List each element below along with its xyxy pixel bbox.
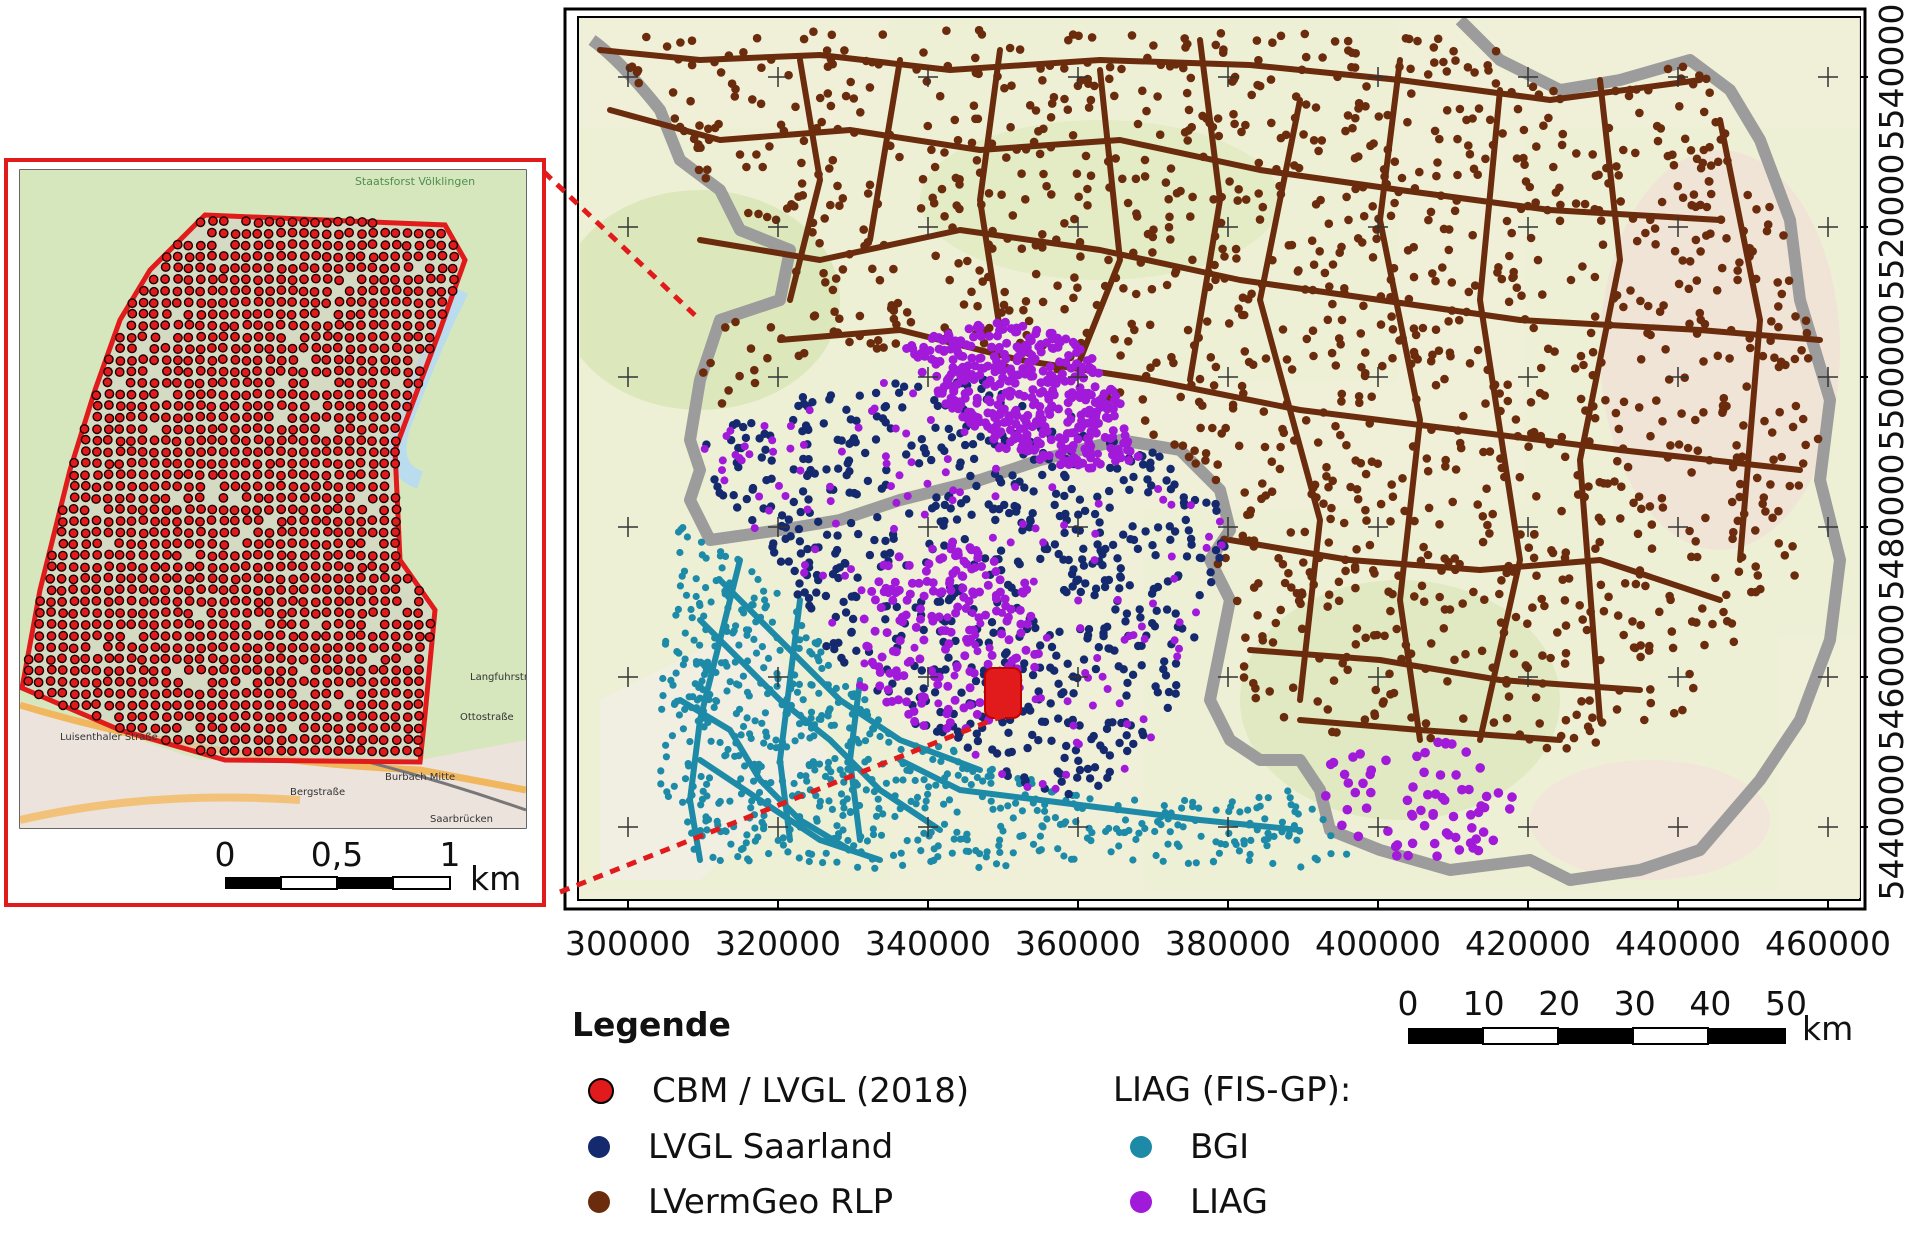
inset-urban-area (20, 700, 526, 828)
legend-group-title: LIAG (FIS-GP): (1113, 1070, 1352, 1110)
legend-title: Legende (572, 1005, 731, 1044)
legend-label-bgi: BGI (1190, 1127, 1250, 1167)
legend-item-bgi: BGI (1130, 1127, 1249, 1167)
legend-item-liag: LIAG (1130, 1182, 1268, 1222)
inset-scale-label-1: 1 (440, 835, 461, 874)
legend-label-cbm: CBM / LVGL (2018) (652, 1071, 970, 1111)
x-tick-label: 320000 (715, 924, 841, 963)
x-tick-label: 300000 (565, 924, 691, 963)
legend-label-lvermgeo: LVermGeo RLP (648, 1182, 894, 1222)
inset-label-staatsforst: Staatsforst Völklingen (355, 175, 475, 188)
inset-label-saarbruecken: Saarbrücken (430, 814, 493, 825)
inset-scale-bar: 0 0,5 1 km (215, 835, 522, 898)
main-scale-unit: km (1802, 1009, 1853, 1048)
inset-map: Staatsforst Völklingen Luisenthaler Stra… (4, 158, 546, 907)
inset-connector-bottom (559, 712, 1006, 895)
inset-road-2 (20, 793, 301, 824)
main-map: 300000 320000 340000 360000 380000 400000 4200… (563, 4, 1911, 963)
inset-scale-label-0: 0 (215, 835, 236, 874)
main-scale-label: 10 (1463, 984, 1505, 1023)
cbm-area-marker (984, 667, 1022, 719)
y-axis-ticks: 5540000552000055000005480000546000054400… (1860, 4, 1911, 901)
main-scale-label: 50 (1765, 984, 1807, 1023)
rlp-lines (597, 37, 1823, 743)
x-tick-label: 380000 (1165, 924, 1291, 963)
liag-points (700, 317, 1517, 861)
inset-label-ottostrasse: Ottostraße (460, 712, 514, 723)
y-tick-label: 5480000 (1872, 454, 1911, 601)
x-tick-label: 360000 (1015, 924, 1141, 963)
main-scale-label: 20 (1538, 984, 1580, 1023)
legend-label-lvgl-saarland: LVGL Saarland (648, 1127, 894, 1167)
x-tick-label: 440000 (1615, 924, 1741, 963)
x-axis-ticks: 300000 320000 340000 360000 380000 400000 4200… (565, 900, 1891, 963)
y-tick-label: 5440000 (1872, 754, 1911, 901)
x-tick-label: 400000 (1315, 924, 1441, 963)
cbm-points (23, 216, 460, 757)
x-tick-label: 420000 (1465, 924, 1591, 963)
y-tick-label: 5500000 (1872, 304, 1911, 451)
inset-label-burbach: Burbach Mitte (385, 772, 455, 783)
legend-item-lvgl-saarland: LVGL Saarland (588, 1127, 893, 1167)
bgi-points (657, 524, 1351, 872)
main-scale-label: 30 (1614, 984, 1656, 1023)
legend-dot-cbm (588, 1078, 614, 1104)
inset-label-langfuhrstr: Langfuhrstr. (470, 672, 530, 683)
y-tick-label: 5520000 (1872, 154, 1911, 301)
state-border (588, 18, 1846, 886)
legend-label-liag: LIAG (1190, 1182, 1268, 1222)
legend-item-cbm: CBM / LVGL (2018) (588, 1071, 969, 1111)
inset-label-luisenthaler: Luisenthaler Straße (60, 732, 158, 743)
legend-item-lvermgeo: LVermGeo RLP (588, 1182, 893, 1222)
y-tick-label: 5460000 (1872, 604, 1911, 751)
legend-dot-lvermgeo (588, 1191, 610, 1213)
inset-scale-label-05: 0,5 (311, 835, 363, 874)
grid-crosses (618, 67, 1838, 837)
x-tick-label: 460000 (1765, 924, 1891, 963)
y-tick-label: 5540000 (1872, 4, 1911, 151)
inset-label-bergstrasse: Bergstraße (290, 787, 345, 798)
legend-dot-liag (1130, 1191, 1152, 1213)
main-scale-label: 40 (1689, 984, 1731, 1023)
inset-rail (359, 758, 526, 812)
inset-scale-unit: km (470, 859, 521, 898)
legend-dot-lvgl-saarland (588, 1136, 610, 1158)
x-tick-label: 340000 (865, 924, 991, 963)
main-scale-bar: 0 10 20 30 40 50 km (1398, 984, 1854, 1048)
legend-dot-bgi (1130, 1136, 1152, 1158)
main-scale-label: 0 (1398, 984, 1419, 1023)
